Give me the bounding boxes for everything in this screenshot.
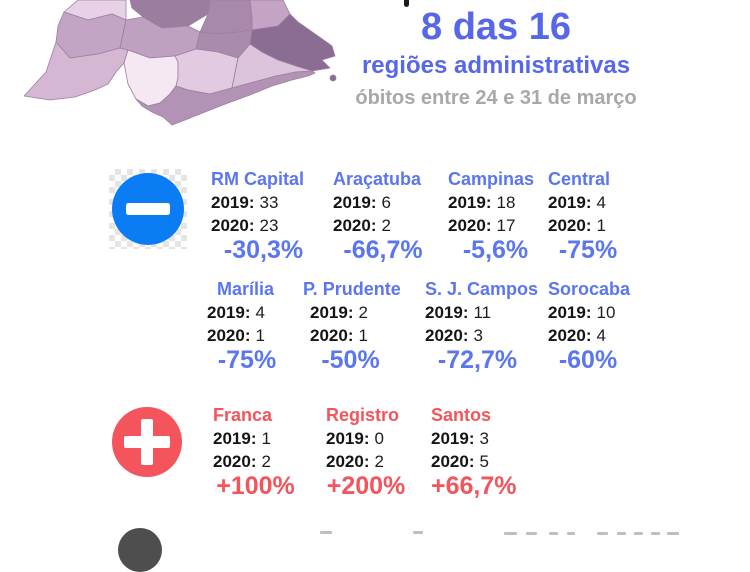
cutoff-text-fragment (549, 532, 558, 535)
percent-change: -66,7% (343, 236, 423, 264)
minus-circle (112, 173, 184, 245)
stat-2019: 2019: 3 (431, 429, 489, 448)
map-region (135, 70, 316, 126)
minus-bar (126, 203, 170, 215)
region-name: P. Prudente (303, 279, 401, 299)
region-name: Araçatuba (333, 169, 422, 189)
stat-2020: 2020: 1 (548, 216, 606, 235)
region-name: Sorocaba (548, 279, 631, 299)
region-stats-sorocaba: Sorocaba 2019: 10 2020: 4 -60% (548, 278, 631, 374)
percent-change: -5,6% (462, 236, 529, 264)
cutoff-text-fragment (504, 532, 517, 535)
percent-change: +200% (326, 472, 406, 500)
cutoff-text-fragment (667, 532, 679, 535)
cutoff-text-fragment (404, 0, 409, 7)
stat-2019: 2019: 10 (548, 303, 616, 322)
stat-2020: 2020: 3 (425, 326, 483, 345)
cutoff-text-fragment (526, 532, 537, 535)
region-stats-marilia: Marília 2019: 4 2020: 1 -75% (207, 278, 287, 374)
cutoff-text-fragment (320, 531, 332, 534)
region-stats-central: Central 2019: 4 2020: 1 -75% (548, 168, 628, 264)
gray-circle-icon (118, 528, 162, 572)
stat-2019: 2019: 11 (425, 303, 492, 322)
region-name: Marília (217, 279, 275, 299)
stat-2019: 2019: 18 (448, 193, 516, 212)
stat-2020: 2020: 1 (207, 326, 265, 345)
stat-2020: 2020: 23 (211, 216, 279, 235)
page-subtitle: regiões administrativas (361, 52, 631, 79)
stat-2020: 2020: 2 (333, 216, 391, 235)
percent-change: -75% (217, 346, 277, 374)
region-stats-campinas: Campinas 2019: 18 2020: 17 -5,6% (448, 168, 543, 264)
stat-2019: 2019: 0 (326, 429, 384, 448)
period-caption: óbitos entre 24 e 31 de março (355, 87, 637, 109)
region-stats-aracatuba: Araçatuba 2019: 6 2020: 2 -66,7% (333, 168, 433, 264)
region-name: Franca (213, 405, 273, 425)
stat-2020: 2020: 4 (548, 326, 606, 345)
cutoff-text-fragment (651, 532, 660, 535)
header: 8 das 16 regiões administrativas óbitos … (340, 4, 652, 110)
region-name: Campinas (448, 169, 535, 189)
stat-2019: 2019: 33 (211, 193, 279, 212)
region-name: Central (548, 169, 611, 189)
region-name: Santos (431, 405, 492, 425)
stat-2019: 2019: 4 (207, 303, 265, 322)
stat-2020: 2020: 5 (431, 452, 489, 471)
plus-icon (112, 407, 182, 477)
region-stats-sj-campos: S. J. Campos 2019: 11 2020: 3 -72,7% (425, 278, 539, 374)
stat-2020: 2020: 17 (448, 216, 516, 235)
percent-change: -72,7% (437, 346, 518, 374)
cutoff-text-fragment (413, 531, 423, 534)
percent-change: -75% (558, 236, 618, 264)
cutoff-text-fragment (567, 532, 575, 535)
region-stats-p-prudente: P. Prudente 2019: 2 2020: 1 -50% (303, 278, 401, 374)
percent-change: +100% (216, 472, 295, 500)
percent-change: -30,3% (223, 236, 304, 264)
region-stats-santos: Santos 2019: 3 2020: 5 +66,7% (431, 404, 517, 500)
page-title: 8 das 16 (421, 6, 571, 48)
cutoff-text-fragment (597, 532, 608, 535)
region-name: S. J. Campos (425, 279, 539, 299)
region-name: Registro (326, 405, 400, 425)
cutoff-text-fragment (617, 532, 626, 535)
map-region (174, 48, 239, 95)
sao-paulo-regions-map (23, 0, 337, 126)
percent-change: +66,7% (431, 472, 517, 500)
map-island (329, 74, 337, 82)
region-stats-registro: Registro 2019: 0 2020: 2 +200% (326, 404, 406, 500)
cutoff-text-fragment (634, 532, 643, 535)
region-stats-franca: Franca 2019: 1 2020: 2 +100% (213, 404, 298, 500)
region-stats-rm-capital: RM Capital 2019: 33 2020: 23 -30,3% (211, 168, 316, 264)
stat-2019: 2019: 4 (548, 193, 606, 212)
stat-2020: 2020: 1 (310, 326, 368, 345)
region-name: RM Capital (211, 169, 305, 189)
minus-icon (109, 169, 187, 249)
stat-2020: 2020: 2 (213, 452, 271, 471)
stat-2019: 2019: 2 (310, 303, 368, 322)
stat-2019: 2019: 1 (213, 429, 271, 448)
stat-2019: 2019: 6 (333, 193, 391, 212)
plus-bar-vertical (141, 419, 153, 465)
percent-change: -60% (558, 346, 618, 374)
stat-2020: 2020: 2 (326, 452, 384, 471)
percent-change: -50% (321, 346, 380, 374)
